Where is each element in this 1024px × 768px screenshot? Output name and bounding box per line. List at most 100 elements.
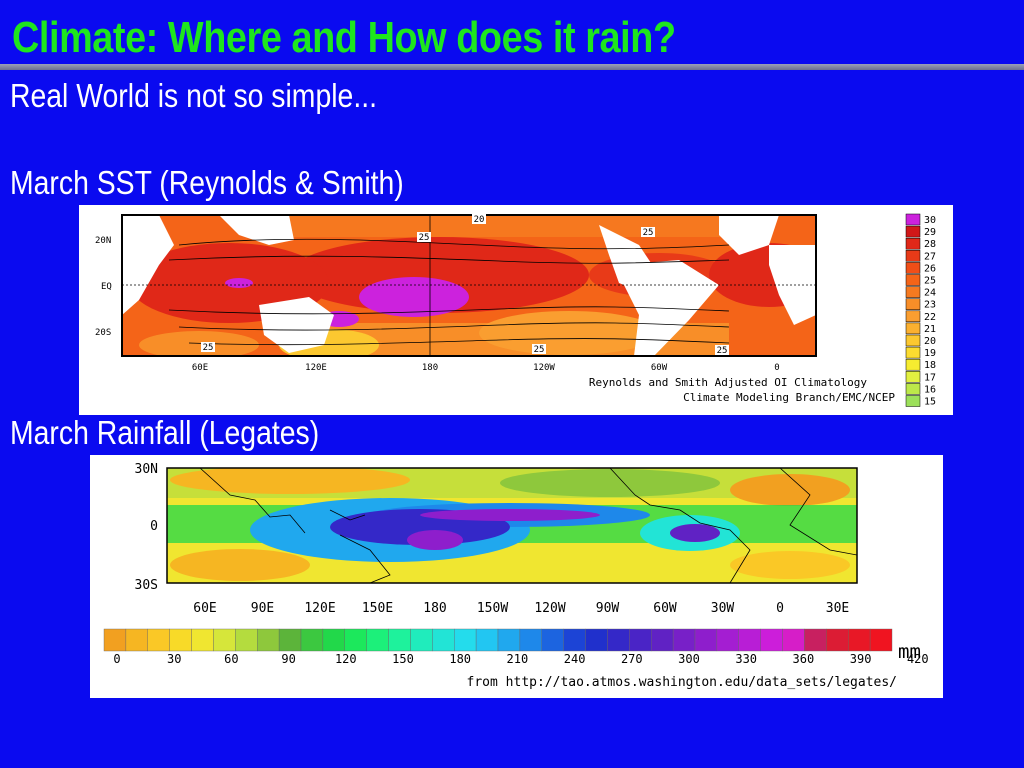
sst-legend-label: 22	[924, 312, 936, 323]
rain-lon-label: 180	[423, 601, 446, 616]
rain-lon-label: 90W	[596, 601, 620, 616]
rain-scale-swatch	[651, 628, 674, 652]
rain-field	[167, 468, 857, 583]
rain-lat-label: 30N	[135, 462, 158, 477]
rain-lon-labels: 60E 90E 120E 150E 180 150W 120W 90W 60W 30W 0 30E	[193, 601, 849, 616]
sst-contours	[168, 238, 730, 346]
sst-legend-swatch	[905, 286, 921, 298]
rain-scale-label: 300	[678, 652, 700, 666]
rain-scale-swatch	[454, 628, 477, 652]
rain-scale-swatch	[388, 628, 411, 652]
rain-lon-label: 30E	[826, 601, 849, 616]
rain-scale-swatch	[629, 628, 652, 652]
rain-scale-swatch	[410, 628, 433, 652]
sst-legend-swatch	[905, 371, 921, 383]
rain-map-panel: 30N 0 30S 60E 90E 120E 150E 180 150W 120W 90W 60…	[90, 455, 943, 698]
sst-legend-swatch	[905, 274, 921, 286]
sst-lat-labels: 20N EQ 20S	[95, 236, 112, 338]
rain-lon-label: 60W	[653, 601, 677, 616]
rain-scale-swatch	[257, 628, 280, 652]
rain-lon-label: 30W	[711, 601, 735, 616]
sst-legend-label: 23	[924, 300, 936, 311]
rain-color-scale: 0 30 60 90 120 150 180 210 240 270 300 330 360 390 420…	[103, 628, 929, 666]
sst-lon-label: 60E	[192, 363, 208, 373]
sst-map-panel: 20N EQ 20S 60E 120E 180 120W 60W 0 25 20…	[79, 205, 953, 415]
rain-scale-swatch	[869, 628, 893, 652]
rain-lon-label: 60E	[193, 601, 216, 616]
rain-lat-label: 0	[150, 519, 158, 534]
rain-coastlines	[199, 468, 857, 583]
rain-scale-label: 0	[113, 652, 120, 666]
rain-scale-swatch	[344, 628, 367, 652]
sst-legend-swatch	[905, 250, 921, 262]
contour-label: 25	[643, 228, 654, 238]
contour-label: 25	[203, 343, 214, 353]
sst-contour-labels: 25 20 25 25 25 25	[201, 214, 729, 356]
rain-scale-swatch	[694, 628, 718, 652]
rain-scale-label: 270	[621, 652, 643, 666]
contour-label: 25	[419, 233, 430, 243]
sst-legend-swatch	[905, 213, 921, 226]
rain-map: 30N 0 30S 60E 90E 120E 150E 180 150W 120W 90W 60…	[103, 462, 929, 690]
sst-credit-line1: Reynolds and Smith Adjusted OI Climatolo…	[589, 376, 868, 389]
rain-source: from http://tao.atmos.washington.edu/dat…	[467, 675, 897, 690]
sst-legend-swatch	[905, 262, 921, 274]
rain-lon-label: 150E	[362, 601, 393, 616]
rain-lon-label: 90E	[251, 601, 274, 616]
rain-scale-swatch	[235, 628, 258, 652]
slide-title: Climate: Where and How does it rain?	[12, 13, 676, 62]
sst-legend-label: 20	[924, 336, 936, 347]
rain-scale-label: 180	[449, 652, 471, 666]
rain-scale-swatch	[147, 628, 170, 652]
rain-scale-swatch	[103, 628, 127, 652]
rain-lat-label: 30S	[135, 578, 158, 593]
rain-lon-label: 0	[776, 601, 784, 616]
rain-scale-swatch	[563, 628, 586, 652]
rain-scale-swatch	[278, 628, 302, 652]
rain-lat-labels: 30N 0 30S	[135, 462, 158, 593]
sst-legend-label: 17	[924, 372, 936, 383]
rain-scale-swatch	[169, 628, 192, 652]
sst-legend-label: 30	[924, 215, 936, 226]
rain-scale-label: 240	[564, 652, 586, 666]
rain-scale-swatch	[782, 628, 805, 652]
rain-lon-label: 150W	[477, 601, 508, 616]
slide-subtitle: Real World is not so simple...	[10, 77, 377, 114]
sst-credit-line2: Climate Modeling Branch/EMC/NCEP	[683, 391, 895, 404]
sst-lat-label: 20S	[95, 328, 111, 338]
sst-lon-label: 60W	[651, 363, 668, 373]
rain-scale-swatch	[716, 628, 739, 652]
rain-scale-label: 150	[392, 652, 414, 666]
sst-legend-swatch	[905, 237, 921, 250]
sst-map: 20N EQ 20S 60E 120E 180 120W 60W 0 25 20…	[95, 213, 936, 408]
sst-legend-swatch	[905, 383, 921, 395]
rain-scale-swatch	[585, 628, 608, 652]
rain-unit: mm	[898, 641, 921, 663]
rain-scale-swatch	[366, 628, 389, 652]
rain-scale-swatch	[738, 628, 761, 652]
rain-scale-swatch	[519, 628, 542, 652]
sst-legend-swatch	[905, 322, 921, 335]
sst-legend-swatch	[905, 310, 921, 323]
rain-scale-label: 120	[335, 652, 357, 666]
sst-legend-label: 25	[924, 276, 936, 287]
rain-scale-swatch	[475, 628, 499, 652]
sst-lon-label: 120W	[533, 363, 555, 373]
rain-scale-swatch	[848, 628, 871, 652]
rain-lon-label: 120W	[534, 601, 565, 616]
sst-lon-label: 0	[774, 363, 779, 373]
rain-scale-label: 330	[735, 652, 757, 666]
rain-scale-swatch	[607, 628, 630, 652]
rain-scale-label: 360	[793, 652, 815, 666]
sst-legend-swatch	[905, 298, 921, 310]
sst-lon-labels: 60E 120E 180 120W 60W 0	[192, 363, 780, 373]
sst-field	[122, 215, 816, 356]
rain-scale-swatch	[213, 628, 236, 652]
sst-lat-label: 20N	[95, 236, 111, 246]
sst-legend-label: 24	[924, 288, 936, 299]
sst-legend-label: 28	[924, 239, 936, 250]
rain-scale-label: 30	[167, 652, 181, 666]
rain-scale-swatch	[541, 628, 564, 652]
rain-scale-swatch	[191, 628, 214, 652]
